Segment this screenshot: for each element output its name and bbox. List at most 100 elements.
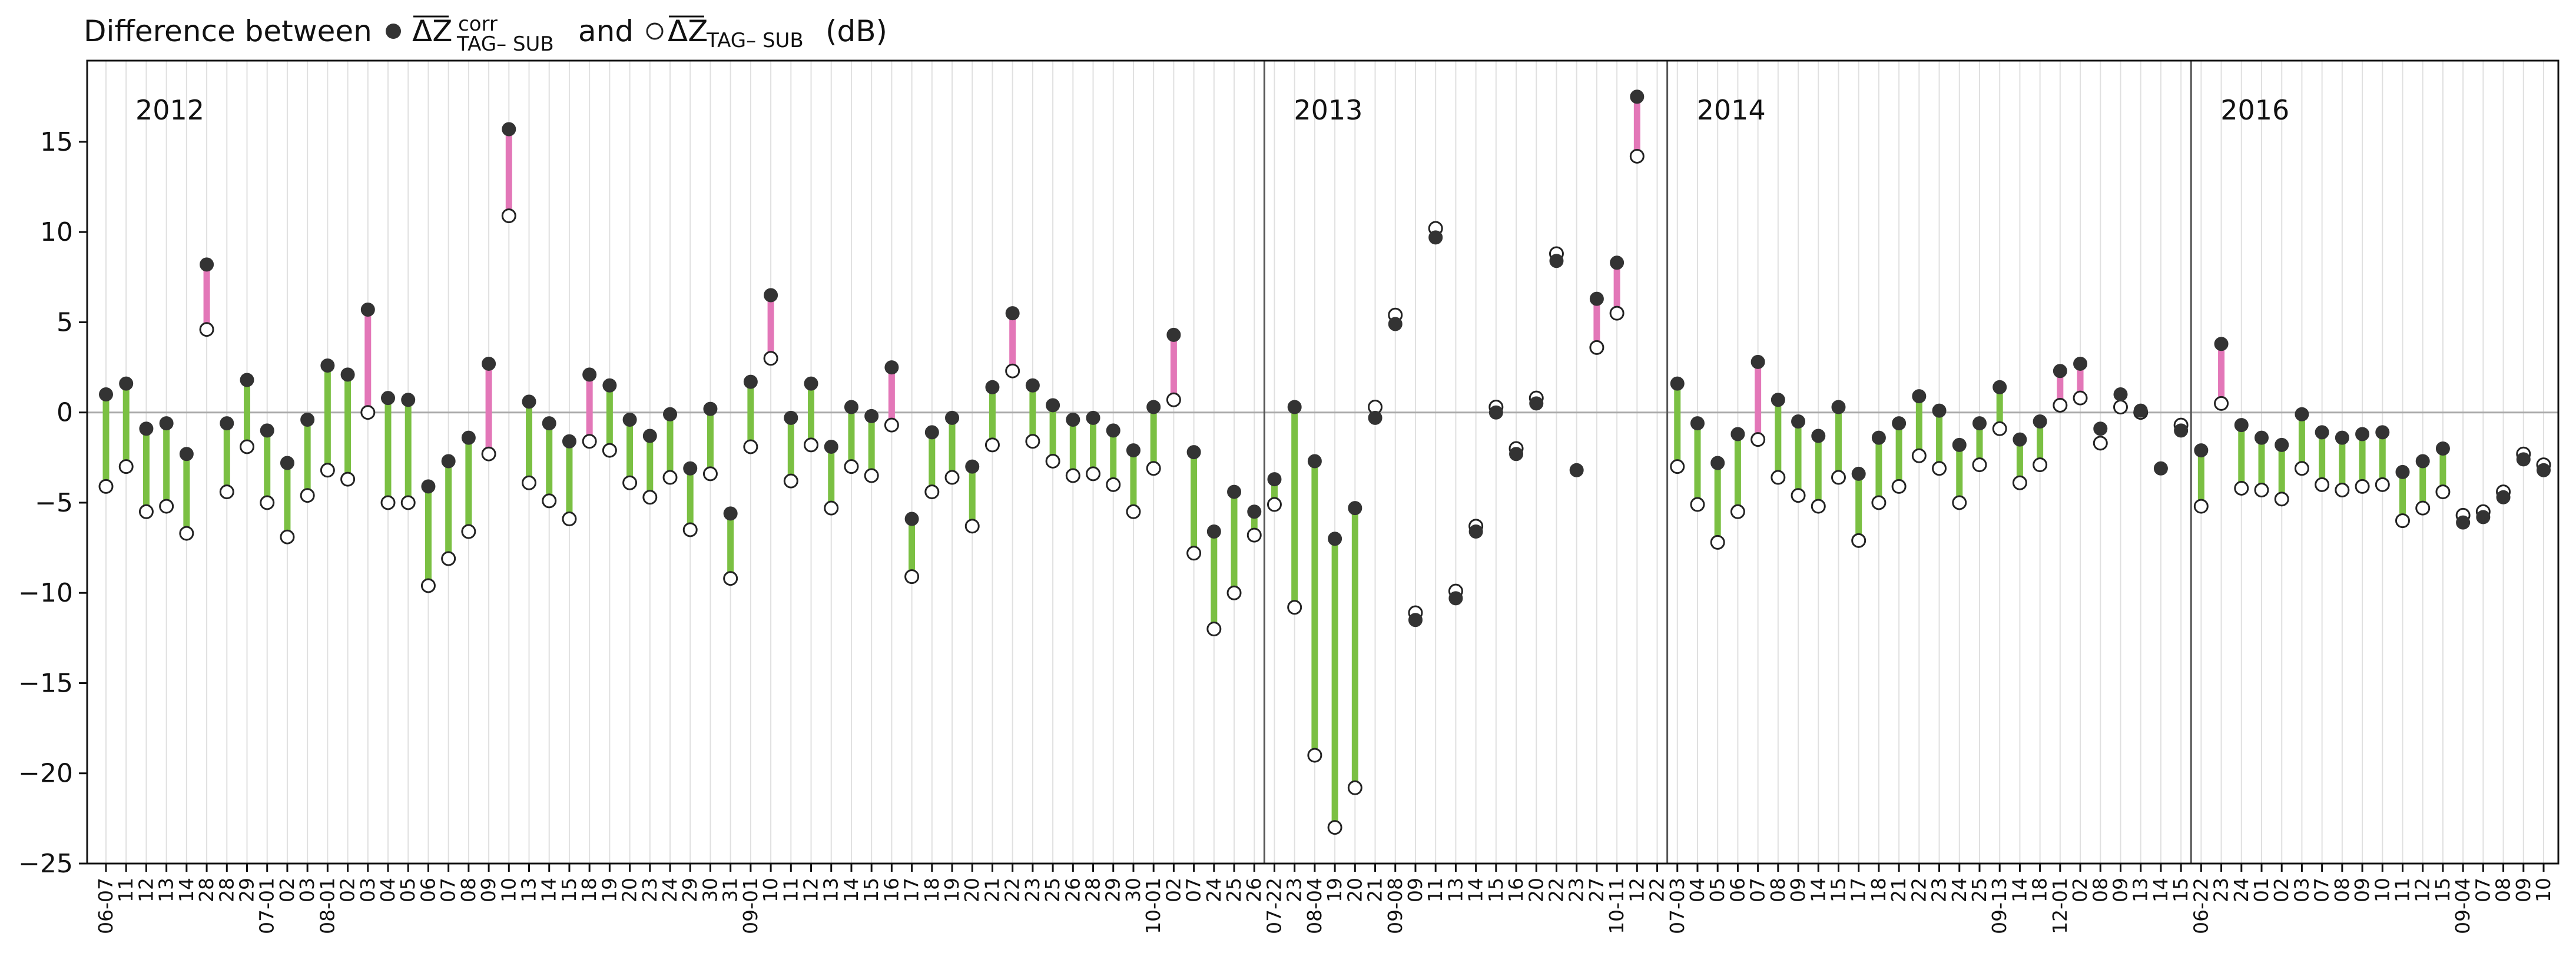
corrected-point (2113, 387, 2128, 402)
x-tick-label: 09 (2108, 878, 2131, 902)
uncorrected-point (501, 208, 516, 224)
x-tick-label: 24 (658, 878, 681, 902)
x-tick-label: 22 (1001, 878, 1024, 902)
x-tick-label: 23 (638, 878, 661, 902)
x-tick-label: 14 (1464, 878, 1487, 902)
year-label: 2013 (1294, 94, 1362, 126)
difference-segments (102, 97, 2446, 828)
x-tick-label: 13 (155, 878, 178, 902)
x-tick-label: 09-01 (739, 878, 762, 934)
uncorrected-point (622, 475, 638, 490)
x-tick-label: 11 (114, 878, 137, 902)
uncorrected-point (783, 473, 798, 489)
uncorrected-point (1791, 488, 1806, 503)
uncorrected-point (884, 417, 899, 433)
uncorrected-point (1166, 392, 1181, 407)
corrected-point (441, 454, 456, 469)
corrected-point (1771, 393, 1785, 407)
uncorrected-point (1710, 534, 1725, 550)
title-symbol-corr: ΔZ (412, 14, 452, 48)
x-tick-label: 14 (175, 878, 198, 902)
uncorrected-point (984, 437, 1000, 453)
x-tick-label: 09 (1404, 878, 1427, 902)
x-tick-label: 15 (2431, 878, 2454, 902)
corrected-point (1267, 472, 1282, 487)
corrected-point (200, 257, 214, 272)
x-tick-label: 05 (396, 878, 419, 902)
x-tick-label: 28 (195, 878, 218, 902)
uncorrected-point (2395, 513, 2410, 529)
title-filled-marker-icon (386, 24, 401, 39)
uncorrected-point (461, 524, 476, 539)
corrected-point (2435, 441, 2450, 456)
plot-frame (86, 59, 2560, 865)
corrected-point (1992, 380, 2007, 394)
corrected-point (2496, 490, 2511, 504)
corrected-point (2375, 425, 2390, 440)
x-tick-label: 13 (820, 878, 843, 902)
uncorrected-point (1932, 461, 1947, 476)
uncorrected-point (1609, 306, 1624, 321)
y-tick-label: −10 (18, 578, 73, 608)
corrected-point (622, 412, 637, 427)
chart-title: Difference between ΔZ corr TAG– SUB and … (84, 12, 887, 56)
x-tick-label: 14 (840, 878, 863, 902)
corrected-point (2013, 432, 2027, 447)
uncorrected-point (1871, 495, 1887, 510)
x-tick-label: 18 (578, 878, 601, 902)
corrected-point (1146, 400, 1161, 414)
x-tick-label: 07 (1182, 878, 1205, 902)
x-tick-label: 16 (1504, 878, 1527, 902)
corrected-point (2415, 454, 2430, 469)
y-tick-label: 15 (40, 127, 73, 157)
corrected-point (1066, 412, 1080, 427)
uncorrected-point (199, 322, 214, 337)
x-tick-label: 16 (880, 878, 903, 902)
corrected-point (2153, 461, 2168, 476)
uncorrected-point (1589, 340, 1604, 355)
x-tick-label: 29 (236, 878, 258, 902)
x-tick-label: 08 (1766, 878, 1789, 902)
uncorrected-point (864, 468, 879, 483)
uncorrected-point (380, 495, 396, 510)
x-tick-label: 04 (1686, 878, 1709, 902)
corrected-point (562, 434, 576, 449)
corrected-point (1468, 524, 1483, 539)
uncorrected-point (441, 551, 456, 566)
x-tick-label: 29 (1102, 878, 1125, 902)
uncorrected-point (1751, 432, 1766, 447)
corrected-point (884, 360, 899, 375)
x-tick-label: 20 (1343, 878, 1366, 902)
uncorrected-point (360, 405, 376, 420)
x-tick-label: 06 (416, 878, 439, 902)
x-tick-label: 10 (2532, 878, 2555, 902)
uncorrected-point (2335, 483, 2350, 498)
x-tick-label: 12-01 (2048, 878, 2071, 934)
corrected-point (99, 387, 113, 402)
corrected-point (1368, 410, 1383, 425)
uncorrected-point (2274, 492, 2289, 507)
corrected-point (1610, 255, 1624, 270)
uncorrected-point (1347, 780, 1362, 795)
uncorrected-point (723, 571, 738, 586)
x-tick-label: 23 (1021, 878, 1044, 902)
uncorrected-point (642, 490, 658, 505)
x-tick-label: 08 (2330, 878, 2353, 902)
corrected-point (1730, 427, 1745, 441)
uncorrected-point (1106, 477, 1121, 492)
corrected-point (502, 122, 516, 137)
corrected-point (2275, 437, 2289, 452)
uncorrected-point (2315, 477, 2330, 492)
x-tick-label: 03 (356, 878, 379, 902)
x-tick-label: 12 (800, 878, 823, 902)
corrected-point (2516, 452, 2531, 467)
uncorrected-point (1246, 527, 1262, 543)
uncorrected-point (1327, 820, 1342, 835)
x-tick-label: 25 (1222, 878, 1245, 902)
uncorrected-point (1690, 497, 1705, 512)
uncorrected-point (1811, 499, 1826, 514)
uncorrected-point (2193, 499, 2209, 514)
uncorrected-point (2254, 483, 2269, 498)
uncorrected-point (98, 479, 114, 494)
x-tick-label: 15 (558, 878, 581, 902)
